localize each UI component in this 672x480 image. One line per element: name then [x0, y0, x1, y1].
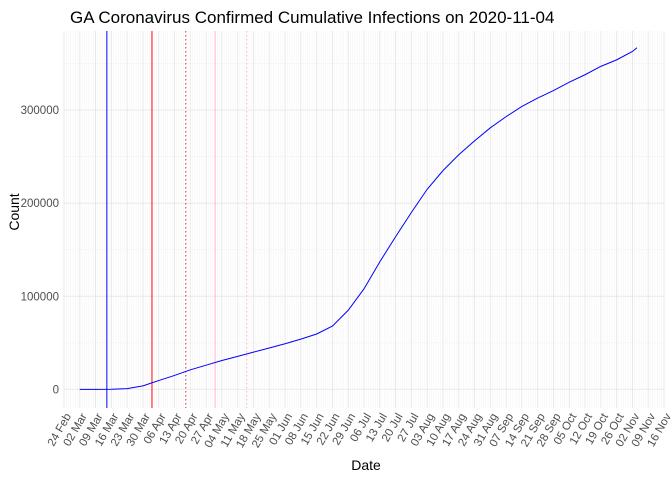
- y-tick-label: 200000: [21, 198, 59, 210]
- series-line: [79, 47, 638, 390]
- y-tick-label: 100000: [21, 291, 59, 303]
- series-group: [79, 47, 638, 390]
- x-axis-title: Date: [351, 457, 381, 473]
- y-tick-label: 0: [53, 384, 59, 396]
- y-axis: 0 100000 200000 300000: [21, 105, 59, 396]
- y-tick-label: 300000: [21, 105, 59, 117]
- y-axis-title: Count: [6, 193, 22, 230]
- reference-lines: [106, 31, 248, 408]
- chart-title: GA Coronavirus Confirmed Cumulative Infe…: [70, 8, 554, 27]
- grid: [63, 31, 665, 408]
